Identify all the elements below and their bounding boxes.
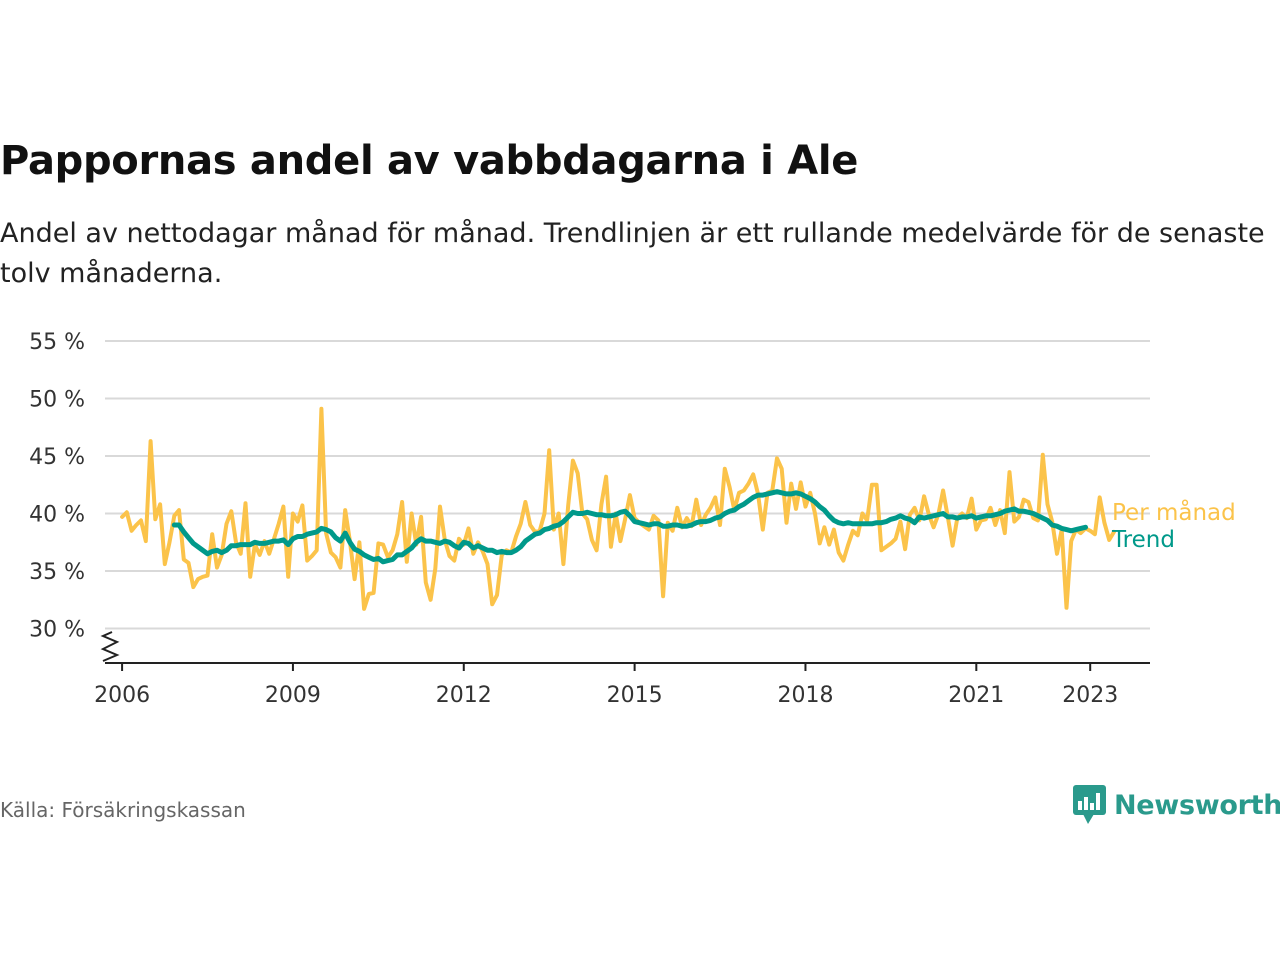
axis-break-icon [100,631,120,662]
series-lines [120,406,1116,611]
x-tick-label: 2006 [94,683,150,708]
y-tick-label: 55 % [29,330,85,355]
x-tick-label: 2018 [777,683,833,708]
source-note: Källa: Försäkringskassan [0,798,246,822]
chart-subtitle: Andel av nettodagar månad för månad. Tre… [0,218,1265,289]
x-tick-label: 2009 [265,683,321,708]
x-tick-label: 2012 [436,683,492,708]
legend-per-manad: Per månad [1112,498,1236,526]
x-tick-label: 2015 [607,683,663,708]
y-tick-label: 30 % [29,618,85,643]
y-axis-labels: 30 % 35 % 40 % 45 % 50 % 55 % [29,330,85,643]
series-trend-line [171,489,1088,565]
brand-name: Newsworthy [1114,789,1280,821]
grid-lines [105,340,1150,630]
newsworthy-logo-icon [1073,785,1106,824]
legend-trend: Trend [1111,527,1175,553]
series-per-manad-line [120,406,1116,611]
brand-logo[interactable]: Newsworthy [1072,784,1280,826]
chart-title: Pappornas andel av vabbdagarna i Ale [0,138,859,184]
y-tick-label: 35 % [29,560,85,585]
y-tick-label: 50 % [29,388,85,413]
line-chart: 30 % 35 % 40 % 45 % 50 % 55 % 2006 2009 2012 201… [29,330,1236,708]
y-tick-label: 40 % [29,503,85,528]
x-tick-label: 2023 [1062,683,1118,708]
x-tick-label: 2021 [948,683,1004,708]
y-tick-label: 45 % [29,445,85,470]
x-axis: 2006 2009 2012 2015 2018 2021 2023 [94,662,1150,708]
